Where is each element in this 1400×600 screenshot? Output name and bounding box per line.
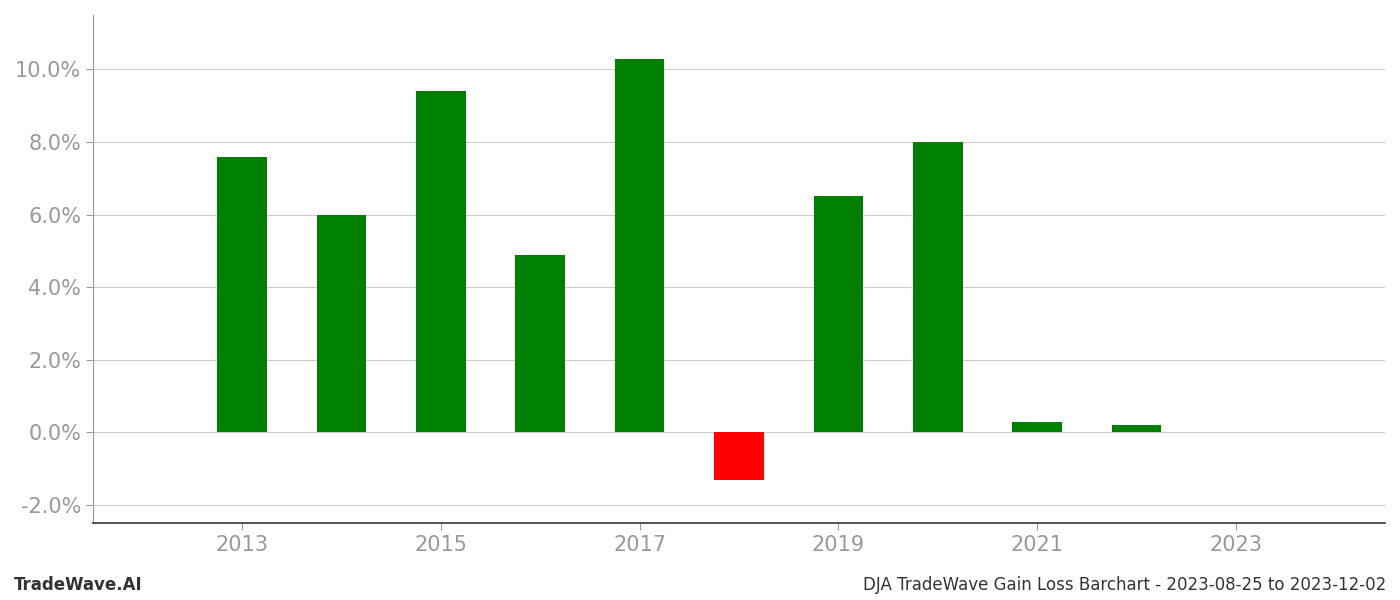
Bar (813, 196, 864, 433)
Text: TradeWave.AI: TradeWave.AI (14, 576, 143, 594)
Bar (913, 142, 963, 433)
Bar (217, 157, 267, 433)
Bar (1112, 425, 1162, 433)
Bar (1012, 422, 1063, 433)
Bar (615, 59, 665, 433)
Bar (515, 254, 566, 433)
Bar (714, 433, 764, 479)
Bar (316, 215, 367, 433)
Bar (416, 91, 466, 433)
Text: DJA TradeWave Gain Loss Barchart - 2023-08-25 to 2023-12-02: DJA TradeWave Gain Loss Barchart - 2023-… (862, 576, 1386, 594)
